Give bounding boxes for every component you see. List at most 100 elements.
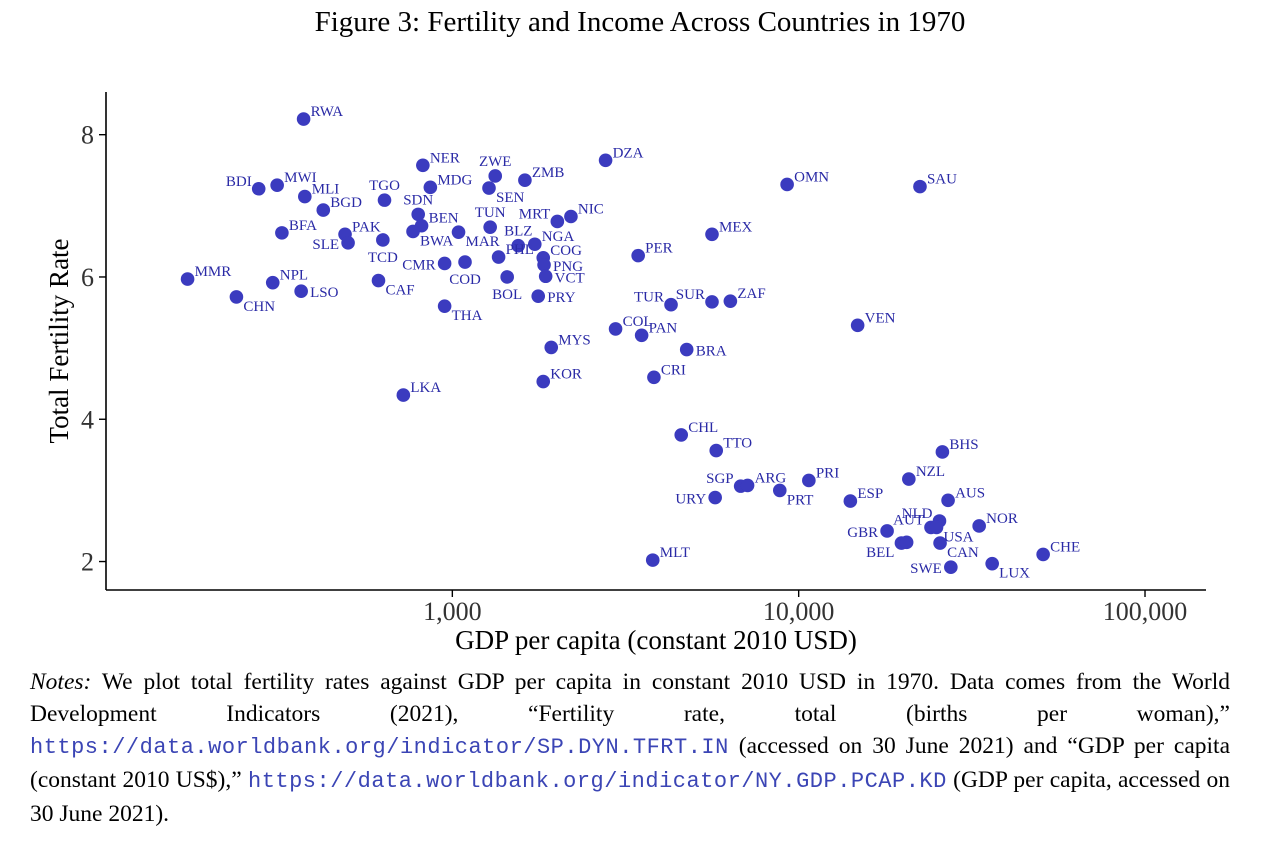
point-label-cri: CRI <box>661 362 686 378</box>
notes-text-2: (accessed on 30 June 2021) and “GDP per … <box>30 733 1230 793</box>
point-label-omn: OMN <box>794 169 829 185</box>
point-label-pak: PAK <box>352 219 381 235</box>
point-label-rwa: RWA <box>311 104 344 120</box>
point-label-pan: PAN <box>649 320 678 336</box>
data-point-sau <box>913 179 927 194</box>
point-label-lux: LUX <box>999 566 1030 582</box>
data-point-chl <box>674 428 689 442</box>
data-point-sen <box>482 181 496 195</box>
notes-text-1: We plot total fertility rates against GD… <box>30 669 1230 727</box>
x-tick-label: 100,000 <box>1103 597 1188 626</box>
point-label-mex: MEX <box>719 219 753 235</box>
point-label-mwi: MWI <box>284 170 317 186</box>
scatter-chart: 2 4 6 8 1,000 10,000 100,000 GDP per capita (co… <box>44 92 1206 655</box>
data-point-vct <box>538 269 553 284</box>
point-label-sur: SUR <box>676 287 705 303</box>
data-point-chn <box>229 290 244 304</box>
point-label-zmb: ZMB <box>532 165 565 181</box>
point-label-sgp: SGP <box>706 471 734 487</box>
notes-url-gdp[interactable]: https://data.worldbank.org/indicator/NY.… <box>248 769 947 794</box>
data-point-che <box>1036 547 1050 562</box>
notes-url-fertility[interactable]: https://data.worldbank.org/indicator/SP.… <box>30 735 729 760</box>
data-point-mys <box>544 340 559 355</box>
point-label-tur: TUR <box>634 290 664 306</box>
data-point-bdi <box>251 181 266 196</box>
point-label-nic: NIC <box>578 202 604 218</box>
data-point-arg <box>740 478 755 493</box>
point-label-bhs: BHS <box>949 437 978 453</box>
point-label-tcd: TCD <box>368 250 398 266</box>
data-point-zwe <box>488 169 503 183</box>
data-point-zmb <box>518 173 532 188</box>
data-point-aus <box>941 493 955 508</box>
y-tick-label: 4 <box>81 405 94 434</box>
point-label-prt: PRT <box>787 492 814 508</box>
point-label-cmr: CMR <box>402 257 435 273</box>
data-point-fin <box>899 535 914 550</box>
data-point-nzl <box>902 472 916 486</box>
point-label-zaf: ZAF <box>737 286 765 302</box>
data-point-can <box>933 536 947 550</box>
data-point-tur <box>664 297 678 312</box>
data-point-mli <box>298 189 312 204</box>
point-label-usa: USA <box>943 529 973 545</box>
data-point-bol <box>500 270 514 284</box>
point-label-mlt: MLT <box>660 545 690 561</box>
point-label-mrt: MRT <box>519 206 551 222</box>
data-point-lso <box>294 284 308 299</box>
point-label-bfa: BFA <box>289 218 317 234</box>
data-point-mdg <box>423 180 438 195</box>
data-point-sle <box>341 236 355 250</box>
point-label-mar: MAR <box>466 234 500 250</box>
data-point-pry <box>531 289 546 303</box>
point-label-sle: SLE <box>312 237 339 253</box>
point-label-cod: COD <box>449 272 481 288</box>
x-axis-title: GDP per capita (constant 2010 USD) <box>455 625 857 655</box>
y-tick-label: 8 <box>81 121 94 150</box>
point-label-mmr: MMR <box>195 264 232 280</box>
point-label-tun: TUN <box>475 205 506 221</box>
data-point-bfa <box>275 226 289 240</box>
axes: 2 4 6 8 1,000 10,000 100,000 GDP per capita (co… <box>44 92 1206 655</box>
data-point-cod <box>458 255 472 269</box>
point-label-tha: THA <box>452 308 483 324</box>
point-label-ven: VEN <box>865 310 896 326</box>
point-label-kor: KOR <box>550 367 582 383</box>
point-label-phl: PHL <box>506 242 534 258</box>
point-label-tgo: TGO <box>369 178 400 194</box>
point-label-che: CHE <box>1050 539 1080 555</box>
point-label-blz: BLZ <box>504 224 532 240</box>
point-label-zwe: ZWE <box>479 154 511 170</box>
x-tick-label: 1,000 <box>423 597 482 626</box>
point-label-bdi: BDI <box>226 174 252 190</box>
data-point-gbr <box>880 524 894 538</box>
point-label-nzl: NZL <box>916 464 945 480</box>
data-point-sdn <box>411 207 426 222</box>
data-point-lka <box>396 388 411 402</box>
data-point-swe <box>944 560 958 575</box>
point-label-swe: SWE <box>910 561 942 577</box>
data-point-mex <box>705 227 719 242</box>
point-label-bol: BOL <box>492 287 522 303</box>
figure-title: Figure 3: Fertility and Income Across Co… <box>314 6 966 38</box>
point-label-ben: BEN <box>429 211 459 227</box>
data-point-tto <box>709 443 724 458</box>
data-point-mwi <box>270 178 284 192</box>
data-point-zaf <box>723 294 738 308</box>
point-label-mys: MYS <box>558 332 591 348</box>
data-point-mar <box>451 225 466 239</box>
point-label-lso: LSO <box>310 285 339 301</box>
data-point-ury <box>708 490 722 505</box>
data-point-nic <box>564 209 578 224</box>
data-point-omn <box>780 177 794 192</box>
point-label-lka: LKA <box>410 380 441 396</box>
point-label-arg: ARG <box>755 470 787 486</box>
data-point-phl <box>491 250 506 264</box>
data-point-cmr <box>437 256 452 271</box>
point-label-mli: MLI <box>312 182 340 198</box>
data-point-mmr <box>180 272 195 286</box>
data-point-col <box>608 322 623 336</box>
data-point-npl <box>265 275 280 290</box>
data-point-caf <box>371 273 386 288</box>
